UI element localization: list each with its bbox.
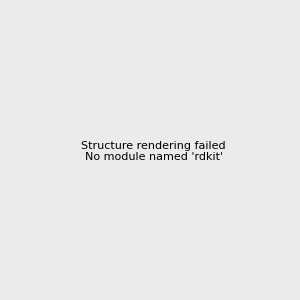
Text: Structure rendering failed
No module named 'rdkit': Structure rendering failed No module nam… <box>81 141 226 162</box>
